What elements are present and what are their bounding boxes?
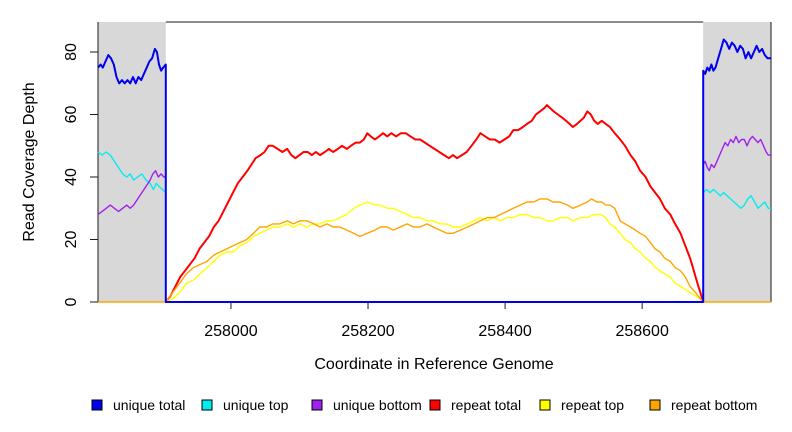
unique-region-shading-right — [703, 22, 771, 302]
x-tick-label: 258600 — [615, 323, 668, 340]
x-axis-title: Coordinate in Reference Genome — [314, 356, 553, 373]
legend-swatch-repeat-total — [429, 399, 441, 411]
legend-swatch-unique-top — [201, 399, 213, 411]
y-tick-label: 20 — [63, 231, 80, 249]
x-tick-label: 258000 — [204, 323, 257, 340]
repeat-top-line — [165, 201, 704, 303]
y-tick-label: 60 — [63, 106, 80, 124]
repeat-bottom-line — [98, 198, 771, 303]
y-axis-title: Read Coverage Depth — [21, 82, 38, 241]
repeat-total-line — [165, 104, 705, 303]
legend-label-repeat-total: repeat total — [451, 397, 521, 413]
x-tick-label: 258200 — [341, 323, 394, 340]
legend-label-repeat-bottom: repeat bottom — [671, 397, 757, 413]
y-tick-label: 80 — [63, 43, 80, 61]
legend-swatch-repeat-top — [539, 399, 551, 411]
legend-label-unique-total: unique total — [113, 397, 185, 413]
legend-swatch-repeat-bottom — [649, 399, 661, 411]
legend-label-unique-bottom: unique bottom — [333, 397, 422, 413]
unique-bottom-line — [97, 169, 166, 216]
legend-label-unique-top: unique top — [223, 397, 289, 413]
x-tick-label: 258400 — [478, 323, 531, 340]
legend-label-repeat-top: repeat top — [561, 397, 624, 413]
unique-top-line — [702, 188, 771, 210]
unique-top-line — [97, 151, 167, 194]
legend-swatch-unique-bottom — [311, 399, 323, 411]
unique-region-shading-left — [98, 22, 166, 302]
plot-layers: 258000 258200 258400 258600 0 20 40 60 80 unique … — [63, 21, 772, 413]
unique-bottom-line — [702, 135, 771, 172]
y-tick-label: 0 — [63, 297, 80, 306]
y-tick-label: 40 — [63, 168, 80, 186]
unique-total-line — [97, 38, 771, 303]
legend-swatch-unique-total — [91, 399, 103, 411]
